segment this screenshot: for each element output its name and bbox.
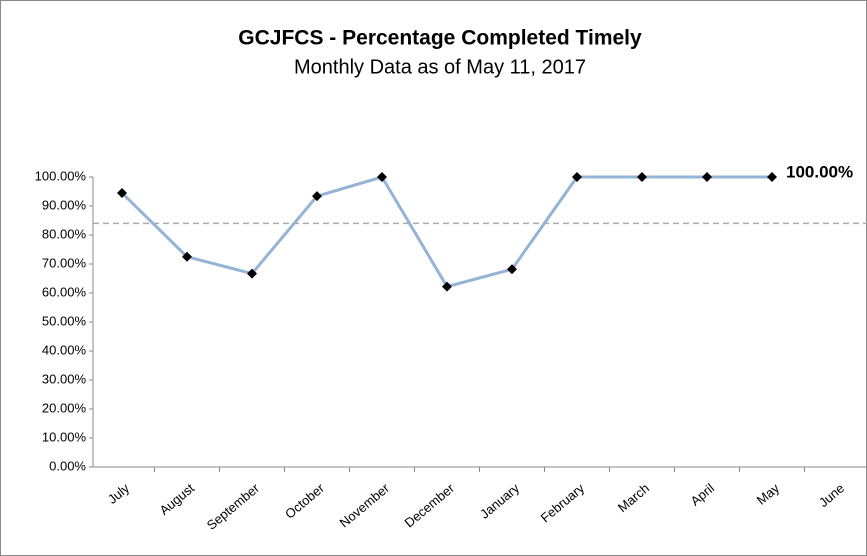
y-tick-label: 40.00%	[42, 342, 87, 357]
y-tick-label: 80.00%	[42, 226, 87, 241]
y-tick-label: 50.00%	[42, 313, 87, 328]
data-marker	[767, 172, 777, 182]
data-marker	[507, 264, 517, 275]
y-tick-label: 0.00%	[49, 458, 86, 473]
data-marker	[572, 172, 582, 182]
y-tick-label: 10.00%	[42, 429, 87, 444]
data-marker	[637, 172, 647, 182]
y-tick-label: 30.00%	[42, 371, 87, 386]
y-tick-label: 20.00%	[42, 400, 87, 415]
data-marker	[247, 268, 257, 279]
data-label: 100.00%	[786, 162, 853, 181]
data-marker	[442, 281, 452, 292]
y-tick-label: 90.00%	[42, 197, 87, 212]
y-tick-label: 70.00%	[42, 255, 87, 270]
data-marker	[117, 187, 127, 198]
chart-title: GCJFCS - Percentage Completed Timely	[238, 27, 642, 50]
data-marker	[182, 251, 192, 262]
data-marker	[702, 172, 712, 182]
data-marker	[377, 172, 387, 182]
data-marker	[312, 191, 322, 202]
chart-subtitle: Monthly Data as of May 11, 2017	[294, 56, 586, 78]
y-tick-label: 100.00%	[35, 168, 87, 183]
y-tick-label: 60.00%	[42, 284, 87, 299]
